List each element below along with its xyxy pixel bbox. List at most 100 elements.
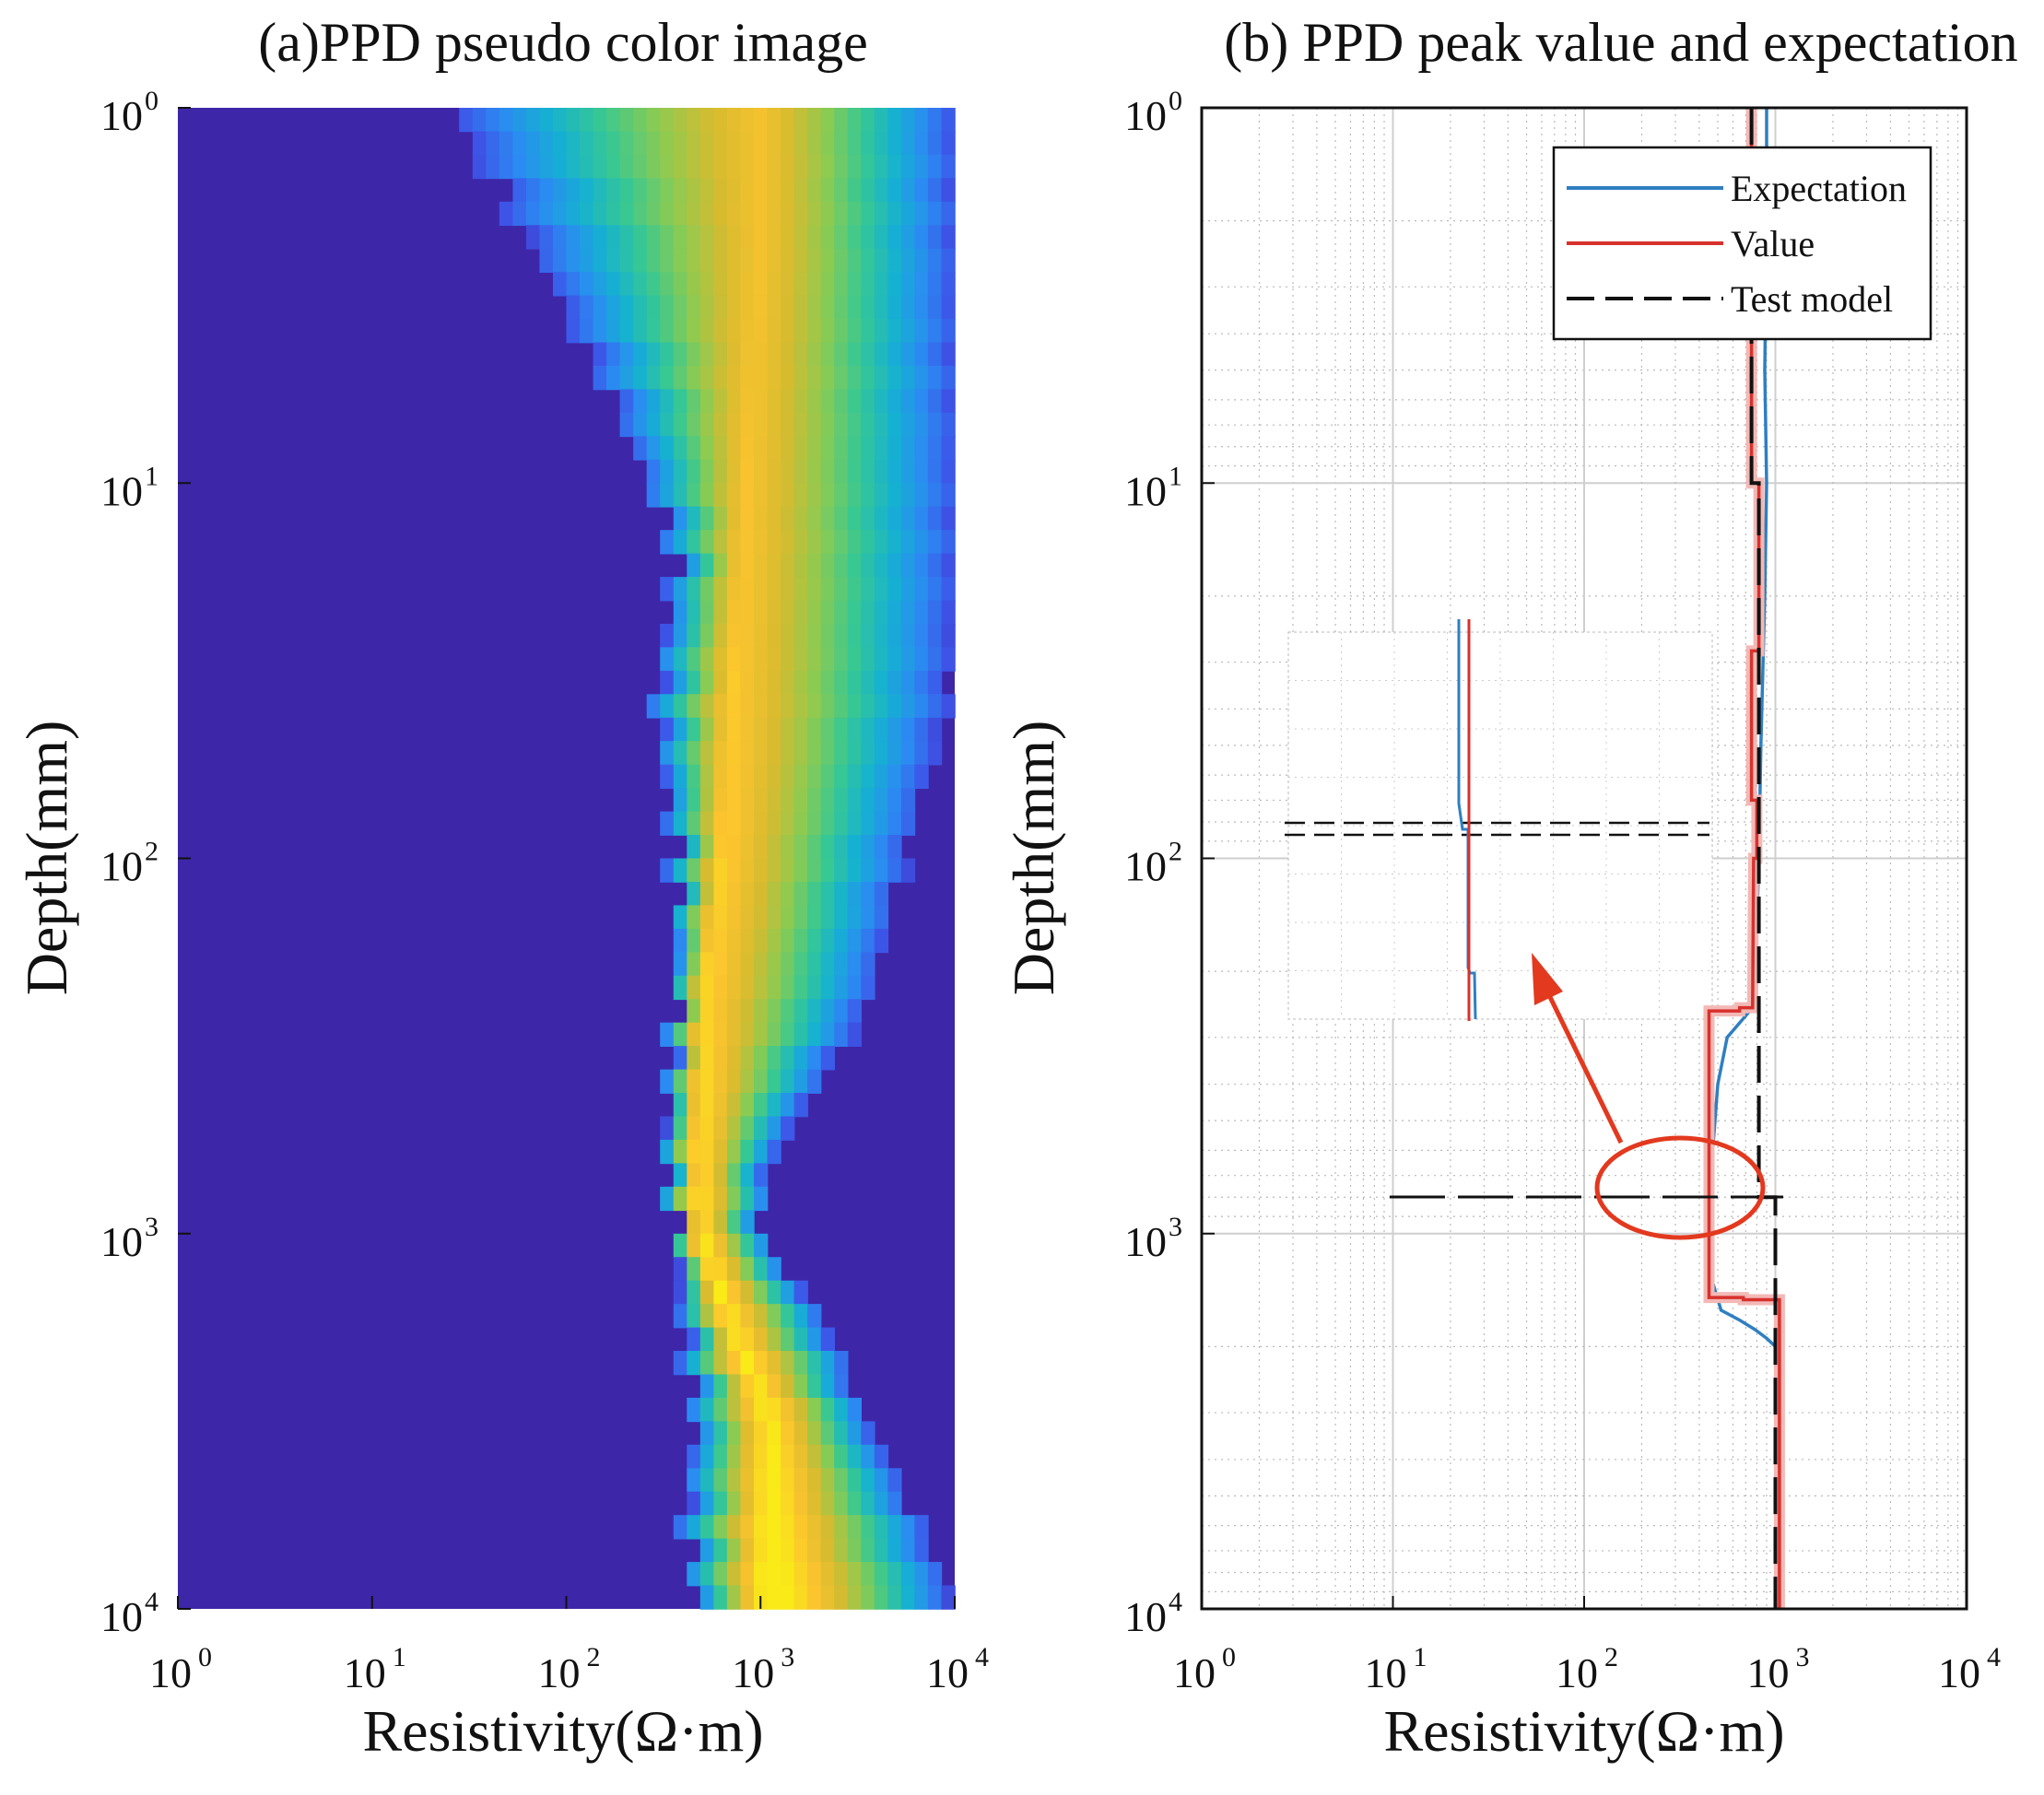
- heatmap-cell: [914, 670, 929, 696]
- heatmap-cell: [767, 905, 781, 930]
- heatmap-cell: [914, 553, 929, 578]
- heatmap-cell: [914, 764, 929, 789]
- heatmap-cell: [740, 1562, 755, 1587]
- heatmap-cell: [713, 1327, 728, 1352]
- heatmap-cell: [887, 764, 902, 789]
- heatmap-cell: [793, 1280, 808, 1305]
- heatmap-cell: [713, 1069, 728, 1094]
- heatmap-cell: [606, 248, 621, 273]
- x-tick-exponent: 3: [781, 1642, 794, 1672]
- heatmap-cell: [660, 1116, 675, 1141]
- heatmap-cell: [874, 835, 889, 860]
- heatmap-cell: [900, 600, 916, 625]
- heatmap-cell: [740, 412, 755, 438]
- y-tick-exponent: 4: [1169, 1587, 1182, 1617]
- heatmap-cell: [713, 694, 728, 719]
- heatmap-cell: [941, 483, 956, 508]
- heatmap-cell: [887, 178, 902, 203]
- heatmap-cell: [713, 178, 728, 203]
- heatmap-cell: [900, 788, 916, 813]
- heatmap-cell: [687, 741, 701, 766]
- heatmap-cell: [793, 530, 808, 555]
- heatmap-cell: [874, 882, 889, 907]
- heatmap-cell: [781, 1351, 795, 1376]
- heatmap-cell: [726, 952, 742, 977]
- heatmap-cell: [726, 1116, 742, 1141]
- heatmap-cell: [900, 811, 916, 836]
- heatmap-cell: [847, 412, 862, 438]
- heatmap-cell: [472, 108, 488, 133]
- heatmap-cell: [767, 1444, 781, 1470]
- heatmap-cell: [767, 999, 781, 1024]
- heatmap-cell: [687, 1186, 701, 1212]
- heatmap-cell: [887, 1562, 902, 1587]
- heatmap-cell: [726, 741, 742, 766]
- heatmap-cell: [834, 319, 849, 344]
- heatmap-cell: [754, 319, 769, 344]
- heatmap-cell: [699, 1515, 715, 1540]
- heatmap-cell: [861, 1491, 875, 1516]
- heatmap-cell: [687, 295, 701, 320]
- heatmap-cell: [781, 459, 795, 485]
- heatmap-cell: [781, 858, 795, 883]
- heatmap-cell: [660, 272, 675, 297]
- heatmap-cell: [593, 295, 607, 320]
- inset-grid: [1288, 632, 1712, 1019]
- heatmap-cell: [874, 201, 889, 227]
- heatmap-cell: [646, 436, 661, 461]
- heatmap-cell: [726, 201, 742, 227]
- heatmap-cell: [660, 248, 675, 273]
- heatmap-cell: [740, 483, 755, 508]
- x-tick: 10 3: [732, 1596, 794, 1696]
- heatmap-cell: [713, 1491, 728, 1516]
- heatmap-cell: [687, 1327, 701, 1352]
- heatmap-cell: [834, 764, 849, 789]
- heatmap-cell: [847, 225, 862, 250]
- x-tick-exponent: 4: [975, 1642, 989, 1672]
- heatmap-cell: [767, 882, 781, 907]
- heatmap-cell: [847, 600, 862, 625]
- heatmap-cell: [807, 1538, 822, 1563]
- heatmap-cell: [740, 319, 755, 344]
- heatmap-cell: [754, 1515, 769, 1540]
- heatmap-cell: [887, 835, 902, 860]
- heatmap-cell: [740, 811, 755, 836]
- heatmap-cell: [793, 694, 808, 719]
- heatmap-cell: [767, 717, 781, 743]
- heatmap-cell: [754, 717, 769, 743]
- heatmap-cell: [887, 530, 902, 555]
- heatmap-cell: [807, 835, 822, 860]
- heatmap-cell: [660, 459, 675, 485]
- heatmap-cell: [699, 272, 715, 297]
- heatmap-cell: [660, 577, 675, 602]
- heatmap-cell: [820, 788, 835, 813]
- heatmap-cell: [874, 553, 889, 578]
- heatmap-cell: [887, 459, 902, 485]
- heatmap-cell: [887, 225, 902, 250]
- heatmap-cell: [874, 694, 889, 719]
- heatmap-cell: [754, 178, 769, 203]
- x-tick-label: 10: [1173, 1649, 1216, 1696]
- heatmap-cell: [699, 1022, 715, 1047]
- heatmap-cell: [834, 858, 849, 883]
- heatmap-cell: [793, 670, 808, 696]
- heatmap-cell: [767, 811, 781, 836]
- heatmap-cell: [767, 131, 781, 156]
- heatmap-cell: [820, 1374, 835, 1399]
- heatmap-cell: [726, 1374, 742, 1399]
- heatmap-cell: [847, 1022, 862, 1047]
- heatmap-cell: [781, 1562, 795, 1587]
- heatmap-cell: [874, 295, 889, 320]
- heatmap-cell: [713, 154, 728, 180]
- x-tick-label: 10: [926, 1649, 969, 1696]
- heatmap-cell: [726, 1022, 742, 1047]
- heatmap-cell: [874, 1585, 889, 1610]
- heatmap-cell: [699, 108, 715, 133]
- heatmap-cell: [820, 1022, 835, 1047]
- heatmap-cell: [781, 1327, 795, 1352]
- heatmap-cell: [486, 154, 500, 180]
- heatmap-cell: [781, 178, 795, 203]
- heatmap-cell: [699, 882, 715, 907]
- heatmap-cell: [767, 389, 781, 414]
- heatmap-cell: [847, 1562, 862, 1587]
